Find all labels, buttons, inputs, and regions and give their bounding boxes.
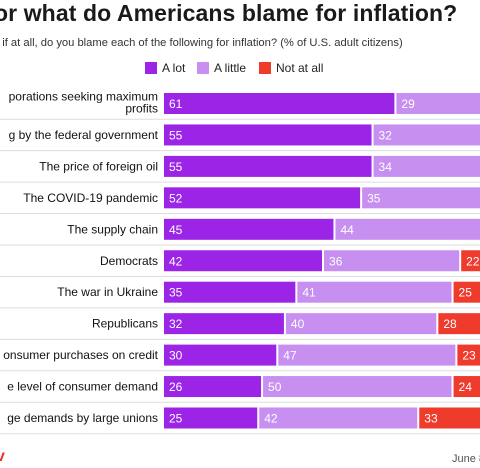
category-label: g by the federal government: [9, 128, 159, 142]
data-label-a-lot: 30: [169, 349, 183, 363]
data-label-a-little: 47: [283, 349, 297, 363]
data-label-a-lot: 42: [169, 254, 183, 268]
data-label-a-little: 32: [379, 128, 393, 142]
bar-a-lot: [164, 344, 277, 366]
category-label: The supply chain: [67, 222, 158, 236]
bar-not-at-all: [438, 313, 480, 335]
bar-not-at-all: [457, 344, 480, 366]
bar-a-lot: [164, 250, 323, 272]
bar-a-lot: [164, 281, 296, 303]
data-label-a-little: 41: [302, 286, 316, 300]
category-label: The war in Ukraine: [57, 285, 158, 299]
bar-a-little: [396, 93, 480, 114]
data-label-a-little: 35: [367, 191, 381, 205]
data-label-a-little: 50: [268, 380, 282, 394]
data-label-not-at-all: 24: [459, 380, 473, 394]
data-label-a-little: 29: [401, 97, 415, 111]
data-label-a-little: 34: [379, 160, 393, 174]
bar-a-little: [278, 344, 456, 366]
data-label-a-lot: 25: [169, 412, 183, 426]
bar-a-lot: [164, 313, 284, 335]
legend-item-not-at-all: Not at all: [259, 61, 323, 75]
bar-a-lot: [164, 187, 361, 209]
chart-area: porations seeking maximum profits 61 29 g by…: [0, 84, 480, 441]
bar-a-little: [324, 250, 460, 272]
data-label-a-lot: 45: [169, 223, 183, 237]
data-label-a-lot: 55: [169, 160, 183, 174]
bar-not-at-all: [419, 407, 480, 429]
bar-not-at-all: [453, 376, 480, 398]
data-label-a-lot: 26: [169, 380, 183, 394]
category-label: The COVID-19 pandemic: [23, 191, 158, 205]
legend-item-a-little: A little: [197, 61, 246, 75]
bar-a-little: [335, 218, 480, 240]
data-label-a-little: 42: [264, 412, 278, 426]
data-label-a-lot: 52: [169, 191, 183, 205]
category-label: Republicans: [92, 317, 158, 331]
category-label: onsumer purchases on credit: [3, 348, 158, 362]
bar-a-little: [285, 313, 437, 335]
data-label-a-lot: 32: [169, 317, 183, 331]
bar-a-little: [263, 376, 452, 398]
brand-logo: v: [0, 448, 5, 465]
bar-a-little: [373, 124, 480, 146]
data-label-not-at-all: 25: [459, 286, 473, 300]
category-label: Democrats: [100, 254, 158, 268]
data-label-a-lot: 55: [169, 128, 183, 142]
bar-not-at-all: [453, 281, 480, 303]
stacked-bar-chart: porations seeking maximum profits 61 29 g by…: [0, 90, 480, 435]
bar-a-lot: [164, 218, 334, 240]
data-label-a-little: 44: [340, 223, 354, 237]
legend-swatch-a-lot: [145, 62, 157, 74]
data-label-not-at-all: 23: [462, 349, 476, 363]
bar-a-little: [259, 407, 418, 429]
footer-date: June 8: [452, 453, 480, 465]
legend-item-a-lot: A lot: [145, 61, 185, 75]
bar-a-lot: [164, 155, 372, 177]
category-label: ge demands by large unions: [7, 411, 158, 425]
legend: A lot A little Not at all: [0, 61, 480, 81]
data-label-a-lot: 35: [169, 286, 183, 300]
legend-swatch-not-at-all: [259, 62, 271, 74]
category-label: e level of consumer demand: [7, 380, 158, 394]
bar-not-at-all: [461, 250, 480, 272]
chart-title: or what do Americans blame for inflation…: [0, 0, 458, 26]
bar-a-lot: [164, 407, 258, 429]
chart-subtitle: , if at all, do you blame each of the fo…: [0, 37, 403, 49]
legend-label-a-little: A little: [214, 61, 247, 75]
bar-a-lot: [164, 93, 395, 114]
data-label-a-little: 40: [291, 317, 305, 331]
bar-a-little: [297, 281, 452, 303]
legend-swatch-a-little: [197, 62, 209, 74]
data-label-not-at-all: 22: [466, 254, 480, 268]
category-label: porations seeking maximum profits: [9, 90, 158, 116]
data-label-not-at-all: 33: [424, 412, 438, 426]
bar-a-little: [373, 155, 480, 177]
bar-a-lot: [164, 124, 372, 146]
legend-label-a-lot: A lot: [162, 61, 186, 75]
data-label-a-little: 36: [329, 254, 343, 268]
bar-a-lot: [164, 376, 262, 398]
legend-label-not-at-all: Not at all: [276, 61, 324, 75]
category-label: The price of foreign oil: [39, 159, 158, 173]
bar-a-little: [362, 187, 480, 209]
data-label-a-lot: 61: [169, 97, 183, 111]
data-label-not-at-all: 28: [443, 317, 457, 331]
